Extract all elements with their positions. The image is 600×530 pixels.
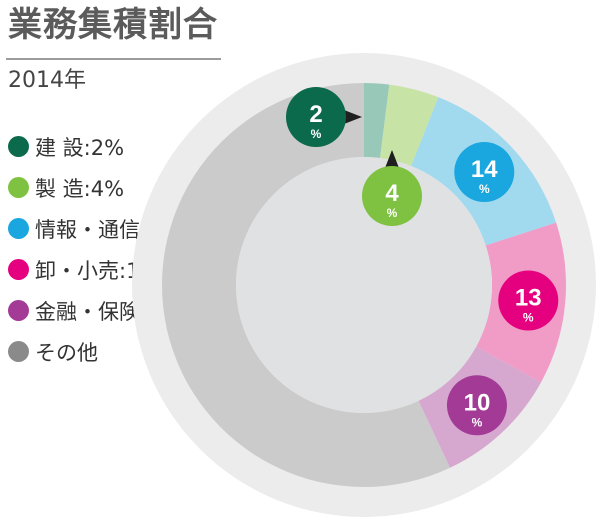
chart-title: 業務集積割合	[8, 5, 218, 45]
legend-marker-it-telecom	[8, 218, 29, 239]
value-badge-construction	[286, 87, 346, 147]
value-label-finance-insurance: 10	[464, 389, 491, 416]
value-label-wholesale-retail: 13	[515, 285, 542, 312]
legend-label-manufacturing: 製 造:4%	[35, 176, 125, 201]
legend-item-manufacturing: 製 造:4%	[8, 167, 194, 208]
value-unit-finance-insurance: %	[472, 415, 483, 429]
legend-marker-manufacturing	[8, 177, 29, 198]
value-badge-wholesale-retail	[498, 270, 559, 331]
value-label-it-telecom: 14	[471, 156, 498, 183]
legend-label-other: その他	[35, 340, 98, 365]
value-unit-manufacturing: %	[387, 206, 398, 220]
legend-marker-wholesale-retail	[8, 259, 29, 280]
legend-item-other: その他	[8, 331, 194, 372]
value-badge-manufacturing	[362, 166, 422, 226]
legend-marker-other	[8, 341, 29, 362]
pointer-manufacturing	[385, 150, 399, 168]
value-unit-it-telecom: %	[479, 182, 490, 196]
legend-marker-construction	[8, 136, 29, 157]
slice-other	[161, 83, 451, 487]
chart-subtitle: 2014年	[8, 68, 86, 93]
value-unit-construction: %	[311, 127, 322, 141]
value-label-manufacturing: 4	[385, 180, 399, 207]
legend-label-construction: 建 設:2%	[35, 135, 125, 160]
title-underline	[6, 58, 221, 60]
value-badge-it-telecom	[454, 142, 515, 203]
value-badge-finance-insurance	[446, 375, 507, 436]
legend-marker-finance-insurance	[8, 300, 29, 321]
slice-manufacturing	[380, 84, 439, 166]
value-unit-wholesale-retail: %	[523, 311, 534, 325]
slice-construction	[364, 83, 390, 159]
pointer-construction	[344, 110, 362, 124]
value-label-construction: 2	[309, 101, 322, 128]
donut-hole	[236, 157, 492, 413]
legend-item-construction: 建 設:2%	[8, 126, 194, 167]
